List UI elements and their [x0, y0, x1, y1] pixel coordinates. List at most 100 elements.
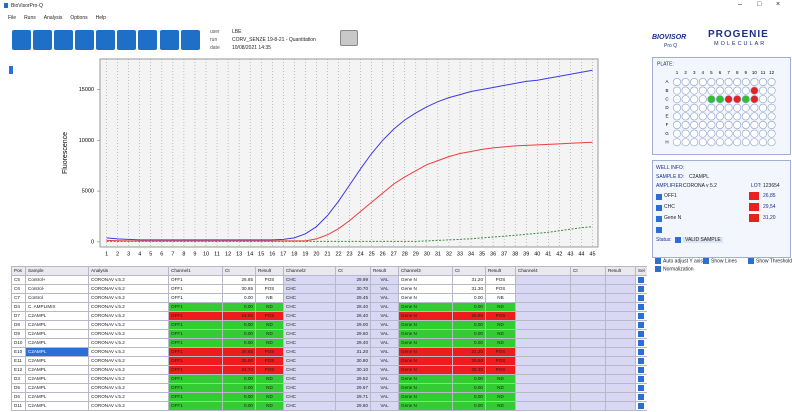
- plate-well[interactable]: [672, 138, 681, 147]
- plate-well[interactable]: [715, 129, 724, 138]
- column-header[interactable]: Channel2: [283, 266, 336, 276]
- plate-well[interactable]: [759, 103, 768, 112]
- plate-well[interactable]: [690, 129, 699, 138]
- plate-well[interactable]: [759, 138, 768, 147]
- plate-well[interactable]: [759, 120, 768, 129]
- checkbox[interactable]: [638, 285, 644, 292]
- toolbar-button[interactable]: [96, 30, 115, 50]
- checkbox[interactable]: [748, 258, 754, 264]
- option[interactable]: Auto adjust Y axis: [655, 258, 703, 264]
- plate-well[interactable]: [690, 77, 699, 86]
- plate-well[interactable]: [690, 112, 699, 121]
- plate-well[interactable]: [767, 120, 776, 129]
- checkbox[interactable]: [656, 216, 662, 222]
- table-row[interactable]: E10 C2AMPL CORONAV v.5.2 OFF1 26.85 POS CHC 31.…: [11, 347, 647, 357]
- checkbox[interactable]: [638, 303, 644, 310]
- column-header[interactable]: Ct: [222, 266, 256, 276]
- plate-well[interactable]: [672, 103, 681, 112]
- checkbox[interactable]: [656, 205, 662, 211]
- column-header[interactable]: Ct: [570, 266, 606, 276]
- plate-well[interactable]: [750, 86, 759, 95]
- checkbox[interactable]: [655, 266, 661, 272]
- plate-well[interactable]: [681, 77, 690, 86]
- plate-well[interactable]: [733, 112, 742, 121]
- plate-well[interactable]: [698, 129, 707, 138]
- table-row[interactable]: E11 C2AMPL CORONAV v.5.2 OFF1 25.90 POS CHC 30.…: [11, 356, 647, 366]
- column-header[interactable]: Sel: [635, 266, 647, 276]
- checkbox[interactable]: [638, 312, 644, 319]
- plate-well[interactable]: [707, 95, 716, 104]
- plate-well[interactable]: [707, 103, 716, 112]
- menu-item[interactable]: Runs: [24, 15, 36, 21]
- plate-well[interactable]: [741, 86, 750, 95]
- plate-well[interactable]: [724, 86, 733, 95]
- checkbox[interactable]: [638, 339, 644, 346]
- plate-well[interactable]: [741, 95, 750, 104]
- checkbox[interactable]: [638, 276, 644, 283]
- plate-well[interactable]: [759, 86, 768, 95]
- menu-item[interactable]: Help: [95, 15, 106, 21]
- printer-icon[interactable]: [340, 30, 358, 46]
- plate-well[interactable]: [724, 112, 733, 121]
- checkbox[interactable]: [638, 330, 644, 337]
- plate-well[interactable]: [707, 120, 716, 129]
- plate-well[interactable]: [733, 129, 742, 138]
- plate-well[interactable]: [707, 138, 716, 147]
- toolbar-button[interactable]: [33, 30, 52, 50]
- plate-well[interactable]: [724, 103, 733, 112]
- table-row[interactable]: D7 C2AMPL CORONAV v.5.2 OFF1 24.00 POS CHC 28.4…: [11, 311, 647, 321]
- table-row[interactable]: D6 C2AMPL CORONAV v.5.2 OFF1 0.00 ND CHC 29.71 V…: [11, 392, 647, 402]
- plate-well[interactable]: [715, 120, 724, 129]
- plate-well[interactable]: [741, 138, 750, 147]
- plate-well[interactable]: [724, 77, 733, 86]
- plate-well[interactable]: [750, 112, 759, 121]
- checkbox[interactable]: [638, 366, 644, 373]
- checkbox[interactable]: [638, 348, 644, 355]
- close-button[interactable]: ×: [776, 1, 781, 8]
- checkbox[interactable]: [638, 402, 644, 409]
- plate-well[interactable]: [715, 103, 724, 112]
- plate-well[interactable]: [733, 77, 742, 86]
- plate-well[interactable]: [707, 86, 716, 95]
- plate-well[interactable]: [681, 86, 690, 95]
- plate-well[interactable]: [681, 112, 690, 121]
- plate-well[interactable]: [681, 138, 690, 147]
- maximize-button[interactable]: □: [757, 1, 762, 8]
- plate-well[interactable]: [767, 77, 776, 86]
- plate-well[interactable]: [759, 95, 768, 104]
- column-header[interactable]: Pos: [11, 266, 26, 276]
- column-header[interactable]: Analysis: [88, 266, 169, 276]
- plate-well[interactable]: [707, 77, 716, 86]
- table-row[interactable]: C6 Control- CORONAV v.5.2 OFF1 30.85 POS CHC 30…: [11, 284, 647, 294]
- plate-well[interactable]: [741, 120, 750, 129]
- plate-well[interactable]: [767, 86, 776, 95]
- toolbar-button[interactable]: [138, 30, 157, 50]
- plate-well[interactable]: [698, 138, 707, 147]
- table-row[interactable]: D8 C2AMPL CORONAV v.5.2 OFF1 0.00 ND CHC 29.00 V…: [11, 320, 647, 330]
- plate-well[interactable]: [681, 129, 690, 138]
- plate-well[interactable]: [707, 129, 716, 138]
- checkbox[interactable]: [638, 393, 644, 400]
- option[interactable]: Normalization: [655, 266, 694, 272]
- plate-well[interactable]: [733, 120, 742, 129]
- option[interactable]: Show Lines: [703, 258, 737, 264]
- column-header[interactable]: Channel3: [398, 266, 453, 276]
- column-header[interactable]: Ct: [452, 266, 486, 276]
- table-row[interactable]: D11 C2AMPL CORONAV v.5.2 OFF1 0.00 ND CHC 29.80…: [11, 401, 647, 411]
- table-row[interactable]: D3 C2AMPL CORONAV v.5.2 OFF1 0.00 ND CHC 29.52 V…: [11, 374, 647, 384]
- plate-well[interactable]: [759, 77, 768, 86]
- plate-well[interactable]: [707, 112, 716, 121]
- checkbox[interactable]: [638, 375, 644, 382]
- plate-well[interactable]: [715, 138, 724, 147]
- plate-well[interactable]: [690, 138, 699, 147]
- plate-well[interactable]: [724, 129, 733, 138]
- plate-well[interactable]: [690, 103, 699, 112]
- plate-well[interactable]: [767, 112, 776, 121]
- plate-well[interactable]: [741, 103, 750, 112]
- toolbar-button[interactable]: [75, 30, 94, 50]
- plate-well[interactable]: [741, 129, 750, 138]
- table-row[interactable]: E12 C2AMPL CORONAV v.5.2 OFF1 24.70 POS CHC 30.…: [11, 365, 647, 375]
- toolbar-button[interactable]: [12, 30, 31, 50]
- plate-well[interactable]: [767, 138, 776, 147]
- column-header[interactable]: Result: [485, 266, 516, 276]
